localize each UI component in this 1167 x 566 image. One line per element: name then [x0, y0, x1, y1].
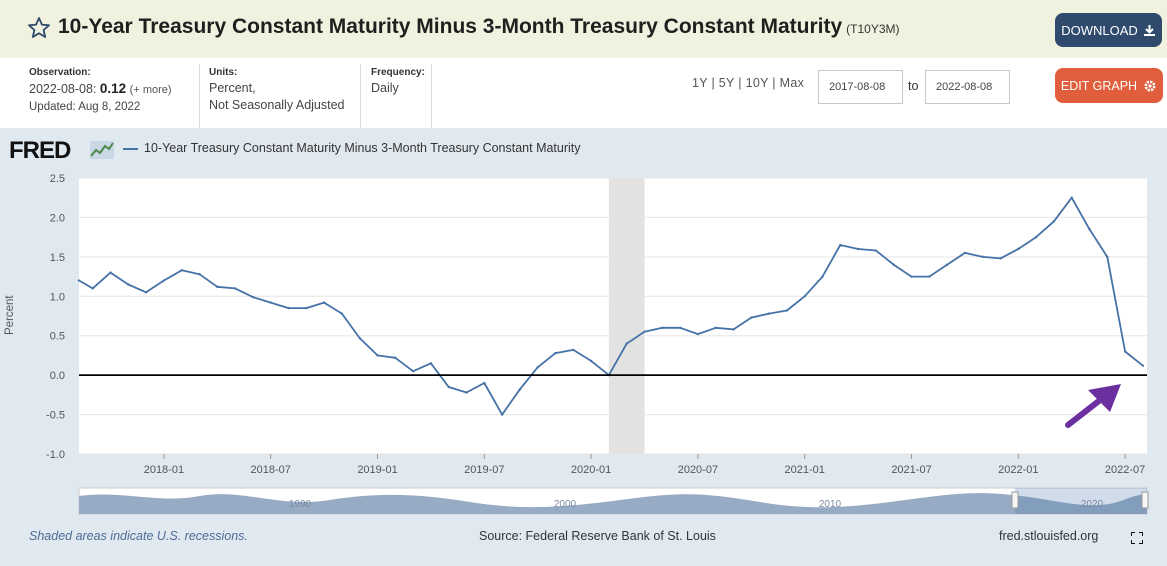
range-sep: | — [711, 76, 716, 90]
range-1y[interactable]: 1Y — [692, 76, 708, 90]
range-sep: | — [738, 76, 742, 90]
start-date-input[interactable] — [818, 70, 903, 104]
recession-note: Shaded areas indicate U.S. recessions. — [29, 529, 248, 543]
observation-value: 0.12 — [99, 81, 127, 96]
range-max[interactable]: Max — [779, 76, 805, 90]
fullscreen-icon[interactable] — [1131, 532, 1143, 544]
updated-text: Updated: Aug 8, 2022 — [29, 101, 141, 113]
site-link[interactable]: fred.stlouisfed.org — [999, 529, 1099, 543]
observation-block: Observation: 2022-08-08: 0.12 (+ more) U… — [20, 64, 200, 128]
frequency-label: Frequency: — [371, 67, 425, 78]
end-date-input[interactable] — [925, 70, 1010, 104]
to-label: to — [908, 79, 919, 93]
download-label: DOWNLOAD — [1061, 22, 1138, 38]
edit-graph-label: EDIT GRAPH — [1060, 78, 1138, 93]
units-block: Units: Percent, Not Seasonally Adjusted — [200, 64, 361, 128]
star-outline-icon[interactable] — [27, 16, 51, 40]
graph-panel — [0, 128, 1167, 566]
more-link[interactable]: (+ more) — [129, 84, 172, 96]
frequency-block: Frequency: Daily — [362, 64, 432, 128]
range-sep: | — [772, 76, 776, 90]
units-line1: Percent, — [209, 81, 256, 95]
page-title: 10-Year Treasury Constant Maturity Minus… — [58, 15, 900, 39]
frequency-value: Daily — [371, 81, 399, 95]
download-icon — [1143, 24, 1155, 36]
source-text: Source: Federal Reserve Bank of St. Loui… — [479, 529, 716, 543]
fred-logo: FRED — [9, 137, 71, 164]
units-label: Units: — [209, 67, 238, 78]
series-header: 10-Year Treasury Constant Maturity Minus… — [0, 0, 1167, 58]
series-id: (T10Y3M) — [846, 22, 900, 36]
edit-graph-button[interactable]: EDIT GRAPH — [1055, 68, 1163, 103]
range-selector: 1Y | 5Y | 10Y | Max — [692, 76, 804, 90]
units-line2: Not Seasonally Adjusted — [209, 98, 345, 112]
observation-date: 2022-08-08: — [29, 82, 97, 96]
range-5y[interactable]: 5Y — [718, 76, 735, 90]
range-10y[interactable]: 10Y — [745, 76, 769, 90]
gear-icon — [1144, 80, 1156, 91]
title-text: 10-Year Treasury Constant Maturity Minus… — [58, 15, 843, 38]
y-axis-label: Percent — [4, 295, 16, 335]
legend-swatch — [123, 148, 138, 150]
legend-label: 10-Year Treasury Constant Maturity Minus… — [144, 141, 581, 155]
observation-label: Observation: — [29, 67, 91, 78]
fred-chart-logo-icon — [90, 141, 114, 159]
download-button[interactable]: DOWNLOAD — [1055, 13, 1162, 47]
